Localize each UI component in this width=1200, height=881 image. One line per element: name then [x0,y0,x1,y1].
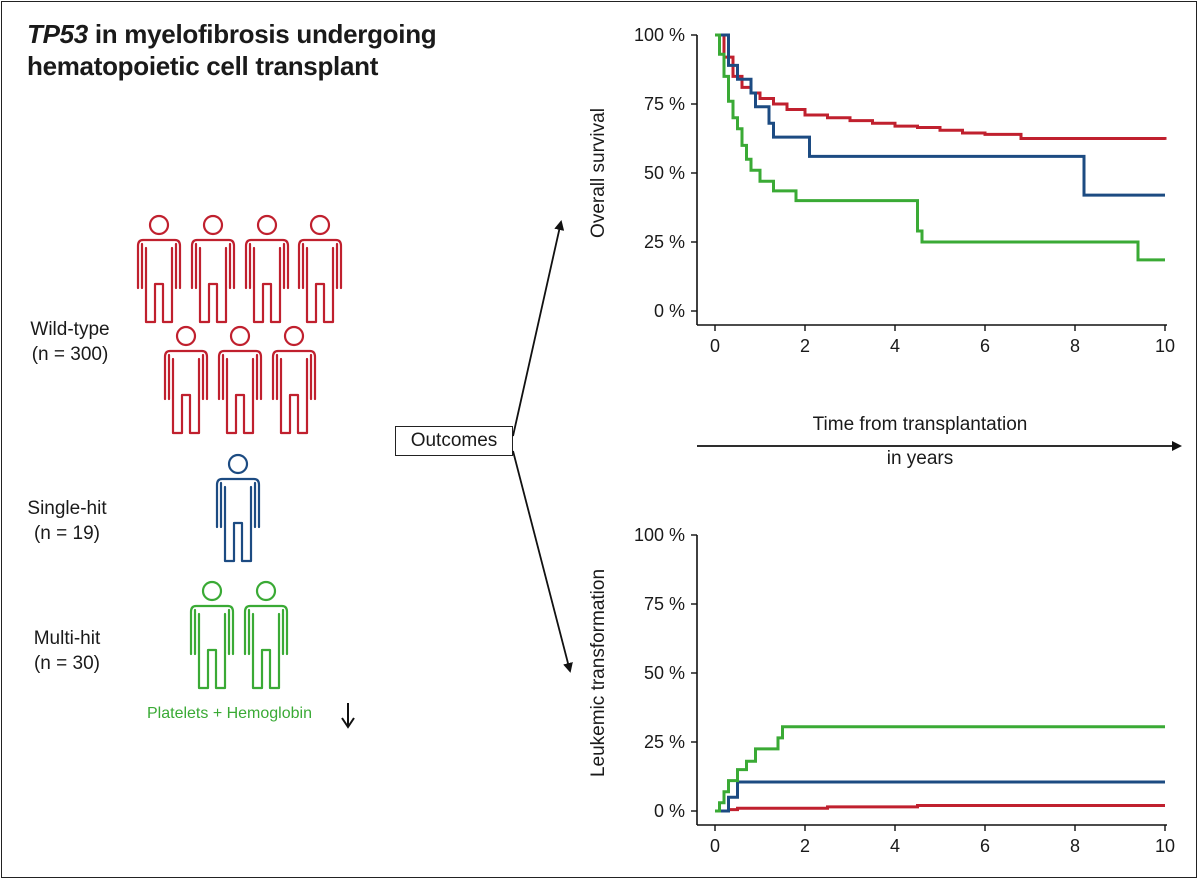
x-tick-label: 4 [890,836,900,856]
x-tick-label: 4 [890,336,900,356]
leukemic-transformation-chart: 0 % 25 % 50 % 75 % 100 % 0 2 4 6 8 10 Leukemic tran… [588,525,1175,856]
group-count: (n = 300) [31,344,109,365]
person-icon [136,214,182,324]
time-axis-label-line1: Time from transplantation [812,414,1028,435]
y-tick-label: 50 % [644,163,685,183]
group-name: Single-hit [27,498,107,519]
person-icon [297,214,343,324]
person-icon [217,325,263,435]
series-line-0 [715,804,1165,813]
group-name: Multi-hit [33,628,101,649]
y-tick-label: 50 % [644,663,685,683]
overall-survival-chart: 0 % 25 % 50 % 75 % 100 % 0 2 4 6 8 10 Overall survi… [588,25,1175,356]
y-tick-label: 25 % [644,732,685,752]
y-tick-label: 25 % [644,232,685,252]
group-count: (n = 30) [33,653,100,674]
title-line1-rest: in myelofibrosis undergoing [87,19,437,49]
x-tick-label: 6 [980,836,990,856]
x-tick-label: 2 [800,836,810,856]
series-line-2 [715,725,1165,813]
person-icon [215,453,261,563]
x-tick-label: 2 [800,336,810,356]
person-icon [244,214,290,324]
outcomes-box: Outcomes [395,426,513,456]
platelets-note-text: Platelets + Hemoglobin [147,705,312,722]
down-arrow-icon [341,703,355,729]
y-tick-label: 0 % [654,801,685,821]
time-axis-label-line2: in years [886,448,954,469]
person-icon [243,580,289,690]
y-axis-label: Leukemic transformation [588,569,609,777]
group-label-multi-hit: Multi-hit (n = 30) [2,626,132,676]
series-line-1 [715,780,1165,813]
x-tick-label: 6 [980,336,990,356]
title-gene: TP53 [27,19,88,49]
x-tick-label: 8 [1070,336,1080,356]
x-tick-label: 0 [710,836,720,856]
platelets-note: Platelets + Hemoglobin [147,705,312,723]
x-tick-label: 8 [1070,836,1080,856]
person-icon [189,580,235,690]
group-label-wild-type: Wild-type (n = 300) [5,317,135,367]
series-line-0 [715,33,1167,140]
y-axis-label: Overall survival [588,108,609,238]
group-name: Wild-type [30,319,110,340]
person-icon [190,214,236,324]
y-tick-label: 75 % [644,94,685,114]
y-tick-label: 100 % [634,525,685,545]
y-tick-label: 0 % [654,301,685,321]
y-tick-label: 75 % [644,594,685,614]
group-label-single-hit: Single-hit (n = 19) [2,496,132,546]
series-line-2 [715,33,1165,262]
group-count: (n = 19) [33,523,100,544]
x-tick-label: 0 [710,336,720,356]
x-tick-label: 10 [1155,336,1175,356]
title-line2: hematopoietic cell transplant [27,51,379,81]
figure-title: TP53 in myelofibrosis undergoing hematopo… [27,18,437,82]
series-line-1 [715,33,1165,197]
person-icon [271,325,317,435]
x-tick-label: 10 [1155,836,1175,856]
y-tick-label: 100 % [634,25,685,45]
person-icon [163,325,209,435]
